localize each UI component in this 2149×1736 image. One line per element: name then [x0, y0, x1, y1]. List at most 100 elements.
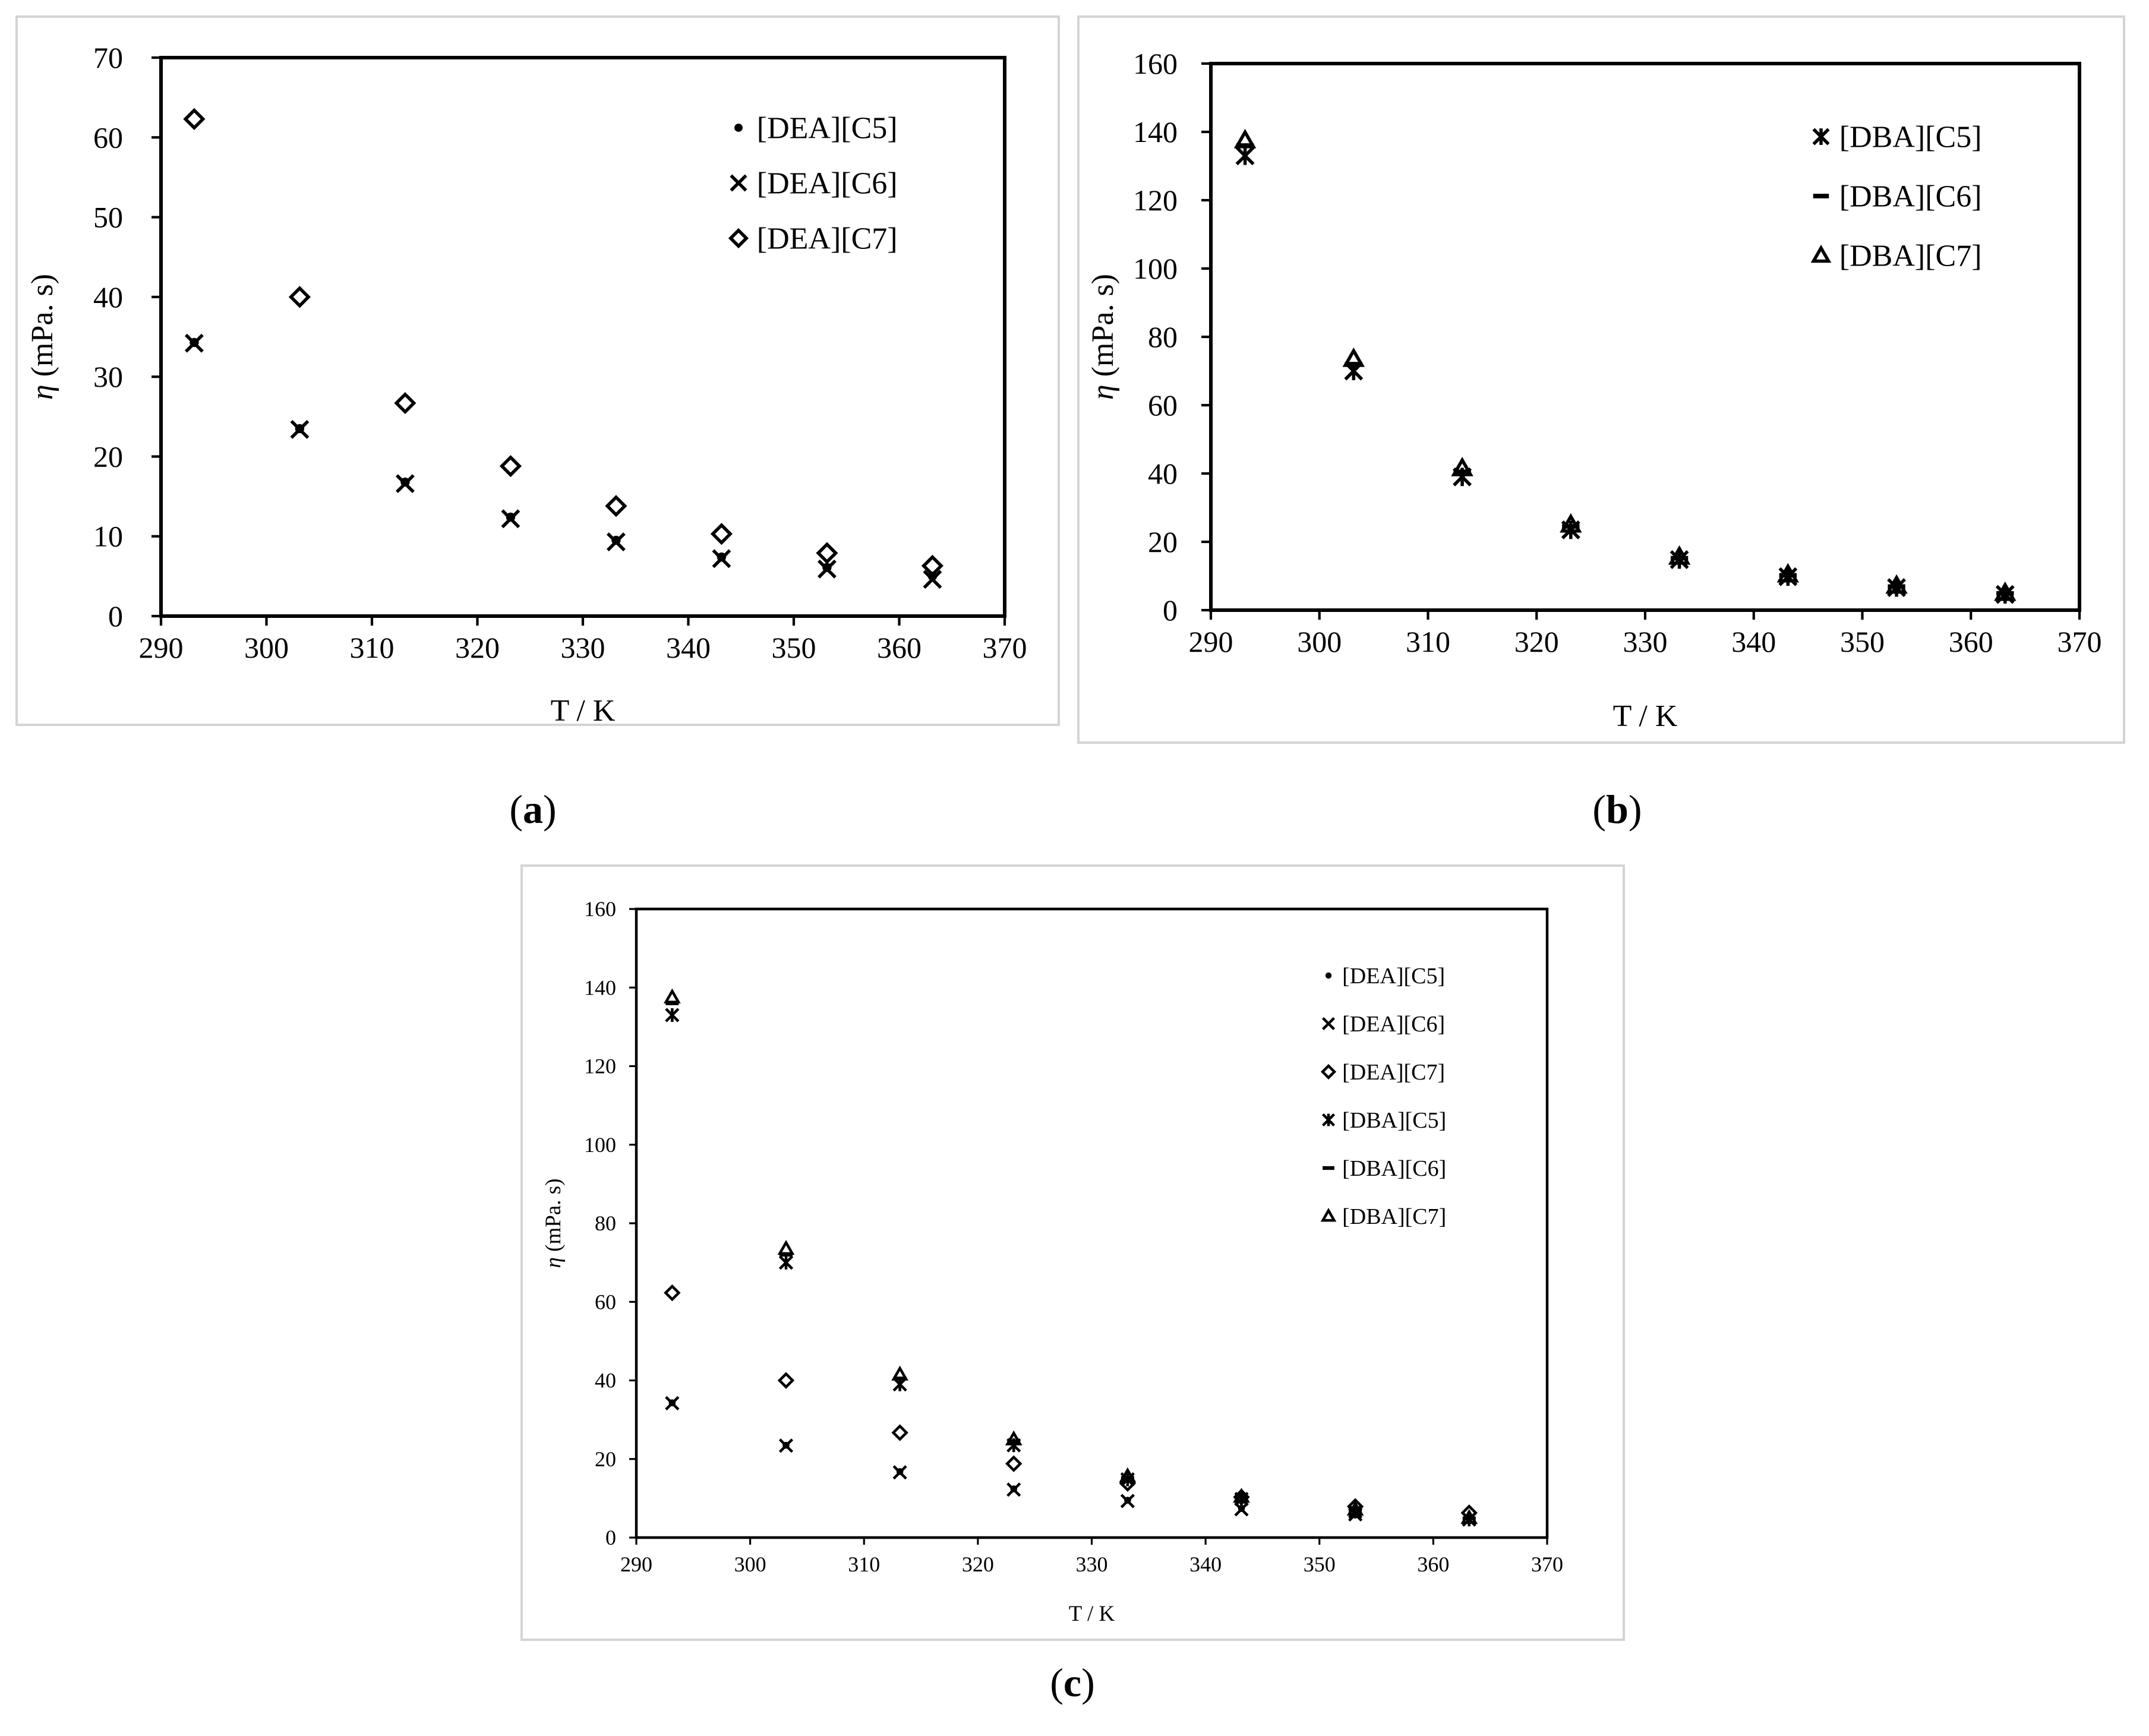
legend-marker	[1321, 1113, 1336, 1127]
data-point	[1462, 1516, 1476, 1520]
x-tick-label: 370	[2058, 625, 2102, 658]
marker-diamond	[288, 286, 311, 308]
data-point	[1994, 581, 2017, 601]
x-tick-label: 300	[734, 1552, 766, 1576]
y-tick-label: 20	[93, 440, 123, 473]
marker-x-stroke	[778, 1438, 794, 1453]
y-tick-label: 70	[93, 41, 123, 74]
series-[DEA][C7]	[183, 108, 944, 577]
marker-dash	[1349, 1508, 1362, 1513]
caption-letter: c	[1064, 1660, 1081, 1705]
chart-panel-a: 290 300 310 320 330 340 350 360 370 0 10 20 30 40 50 60…	[15, 15, 1060, 832]
panel-frame	[520, 864, 1625, 1641]
data-point	[712, 549, 731, 569]
legend-marker	[1323, 1166, 1334, 1170]
y-tick-label: 20	[595, 1447, 616, 1471]
x-tick-label: 340	[1189, 1552, 1222, 1576]
marker-triangle	[1346, 1501, 1364, 1516]
y-tick-label: 10	[93, 520, 123, 553]
legend-label: [DEA][C6]	[757, 167, 898, 201]
marker-x-stroke	[1006, 1482, 1021, 1497]
marker-diamond	[1320, 1063, 1337, 1080]
caption-letter: a	[523, 787, 543, 832]
data-point	[606, 532, 626, 552]
marker-x-stroke	[892, 1465, 907, 1480]
y-tick-label: 100	[584, 1133, 616, 1157]
data-point	[1119, 1467, 1137, 1482]
legend-marker	[1812, 128, 1830, 146]
marker-triangle	[663, 988, 681, 1003]
y-tick-label: 40	[93, 280, 123, 314]
data-point	[1007, 1439, 1021, 1444]
data-point	[499, 454, 522, 478]
x-tick-label: 340	[1731, 625, 1776, 658]
legend-label: [DBA][C6]	[1839, 180, 1982, 214]
data-point	[1233, 1488, 1250, 1503]
data-point	[816, 542, 838, 564]
data-point	[1776, 563, 1800, 583]
marker-x-stroke	[1120, 1494, 1135, 1508]
data-point	[1888, 584, 1905, 589]
chart-panel-b: 290 300 310 320 330 340 350 360 370 0 20 40 60 80 100 1…	[1077, 15, 2125, 832]
marker-triangle	[1320, 1208, 1337, 1222]
x-tick-label: 320	[455, 631, 500, 664]
marker-triangle	[1233, 1488, 1250, 1503]
data-point	[1005, 1430, 1023, 1445]
data-point	[1349, 1508, 1362, 1513]
legend-label: [DEA][C6]	[1342, 1012, 1445, 1037]
marker-triangle	[1668, 545, 1691, 565]
y-tick-label: 60	[93, 121, 123, 154]
y-axis-symbol: η	[541, 1257, 566, 1268]
data-point	[1668, 545, 1691, 565]
legend-label: [DBA][C5]	[1839, 121, 1982, 154]
marker-triangle	[1460, 1508, 1478, 1524]
legend: [DEA][C5] [DEA][C6] [DEA][C7]	[728, 112, 898, 256]
legend-marker	[1320, 1208, 1337, 1222]
y-tick-label: 60	[595, 1290, 616, 1314]
data-point	[501, 509, 520, 529]
series-[DEA][C6]	[184, 333, 942, 589]
data-point	[605, 495, 627, 517]
data-point	[778, 1255, 794, 1270]
y-tick-label: 0	[1163, 594, 1178, 627]
data-point	[1121, 1476, 1134, 1480]
marker-triangle	[1994, 581, 2017, 601]
y-tick-label: 80	[595, 1211, 616, 1235]
data-point	[1235, 1495, 1248, 1500]
data-point	[665, 1008, 680, 1022]
x-tick-label: 310	[848, 1552, 880, 1576]
y-tick-label: 140	[584, 976, 616, 999]
x-tick-label: 360	[1417, 1552, 1449, 1576]
marker-triangle	[891, 1365, 908, 1381]
y-axis-unit: (mPa. s)	[26, 274, 59, 384]
marker-x-stroke	[923, 570, 942, 589]
data-point	[710, 523, 733, 545]
x-tick-label: 310	[350, 631, 395, 664]
data-point	[1120, 1494, 1135, 1508]
marker-triangle	[1342, 347, 1365, 367]
data-point	[921, 554, 944, 577]
data-point	[1453, 469, 1471, 474]
data-point	[1233, 128, 1257, 149]
marker-diamond	[921, 554, 944, 577]
data-point	[1885, 574, 1908, 594]
y-axis-label: η (mPa. s)	[1086, 274, 1120, 400]
panel-frame	[1077, 15, 2125, 744]
data-point	[777, 1372, 795, 1389]
y-tick-label: 80	[1148, 320, 1178, 353]
legend-label: [DBA][C7]	[1342, 1204, 1446, 1229]
marker-diamond	[394, 392, 416, 415]
marker-diamond	[605, 495, 627, 517]
legend-marker	[1320, 1063, 1337, 1080]
caption-paren: (	[1592, 787, 1606, 832]
data-point	[1996, 591, 2014, 596]
x-axis-label: T / K	[551, 694, 616, 728]
marker-x-stroke	[1234, 1502, 1249, 1517]
data-point	[1670, 555, 1689, 561]
marker-triangle	[1560, 513, 1582, 533]
marker-diamond	[710, 523, 733, 545]
x-tick-label: 350	[772, 631, 816, 664]
marker-dash	[1453, 469, 1471, 474]
caption-paren: )	[1081, 1660, 1095, 1705]
data-point	[183, 108, 206, 130]
